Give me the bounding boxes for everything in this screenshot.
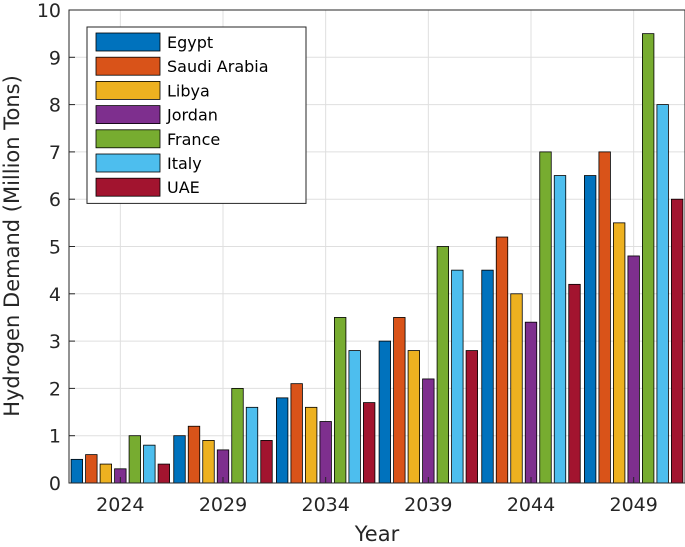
legend-label: Egypt [167,33,213,52]
y-tick-label: 1 [49,426,61,448]
bar [128,435,141,484]
legend-label: UAE [167,178,200,197]
bar [584,175,597,484]
bar [539,151,552,484]
x-tick-label: 2039 [404,494,452,516]
x-tick-label: 2034 [301,494,349,516]
bar [231,387,244,484]
x-tick-label: 2049 [609,494,657,516]
y-tick-label: 6 [49,189,61,211]
legend-swatch [95,177,161,197]
x-tick-label: 2029 [199,494,247,516]
legend-swatch [95,32,161,52]
y-tick-label: 5 [49,237,61,259]
legend-swatch [95,56,161,76]
bar [202,440,215,484]
x-tick-label: 2044 [507,494,555,516]
legend-swatch [95,129,161,149]
y-axis-ticks: 0 1 2 3 4 5 6 7 8 9 10 [37,0,75,495]
bar [378,340,391,484]
bar [187,425,201,484]
bar [363,402,376,484]
bar [656,104,669,484]
bar [290,383,303,484]
bar [348,350,361,484]
bar [671,198,684,484]
bar [245,406,259,484]
y-tick-label: 8 [49,95,61,117]
bar [451,269,464,484]
bar [143,444,156,484]
bars [70,33,684,484]
bar [510,293,523,484]
bar [436,246,449,484]
bar [173,435,186,484]
bar [276,397,289,484]
legend: Egypt Saudi Arabia Libya Jordan France Italy U… [86,26,307,204]
bar [422,378,435,484]
bar [613,222,626,484]
bar [553,175,567,484]
x-axis-ticks: 2024 2029 2034 2039 2044 2049 [96,477,658,516]
y-tick-label: 0 [49,473,61,495]
legend-swatch [95,153,161,173]
bar [524,321,538,484]
y-tick-label: 3 [49,331,61,353]
legend-label: France [167,130,220,149]
legend-label: Italy [167,154,202,173]
legend-label: Saudi Arabia [167,57,269,76]
bar [70,458,83,484]
bar [627,255,640,484]
bar [495,236,509,484]
bar [334,317,347,484]
bar [642,33,655,484]
bar [393,317,406,484]
bar [157,463,170,484]
y-tick-label: 10 [37,0,61,22]
y-axis-title: Hydrogen Demand (Million Tons) [0,75,24,417]
bar [260,440,273,484]
x-axis-title: Year [354,522,400,546]
bar [481,269,494,484]
legend-label: Jordan [166,106,218,125]
bar [465,350,478,484]
bar [568,283,581,484]
x-tick-label: 2024 [96,494,144,516]
legend-swatch [95,81,161,100]
y-tick-label: 7 [49,142,61,164]
y-tick-label: 9 [49,47,61,69]
bar [319,421,332,484]
legend-swatch [95,105,161,124]
y-tick-label: 4 [49,284,61,306]
bar [85,454,98,484]
bar [598,151,611,484]
bar [407,350,420,484]
bar [99,463,112,484]
y-tick-label: 2 [49,378,61,400]
bar [305,406,318,484]
legend-label: Libya [167,81,210,100]
